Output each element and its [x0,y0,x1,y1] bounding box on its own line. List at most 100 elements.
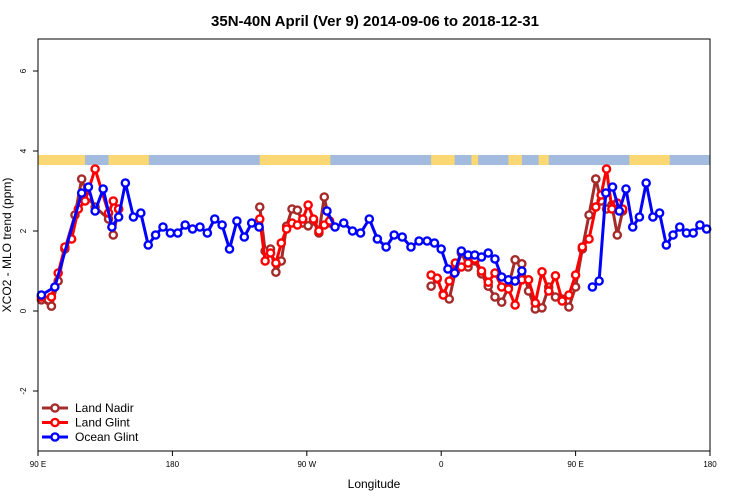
series-ocean-glint [36,178,712,300]
data-point [80,196,90,206]
y-tick-label: 2 [19,228,28,233]
data-point [443,264,453,274]
data-point [372,234,383,244]
data-point [627,222,638,232]
data-point [429,238,440,248]
legend-item: Ocean Glint [42,430,139,444]
data-point [254,222,264,232]
data-point [577,242,588,252]
land-band [508,155,522,165]
data-point [180,220,190,230]
data-point [265,248,276,258]
chart-title: 35N-40N April (Ver 9) 2014-09-06 to 2018… [211,13,539,30]
data-point [330,222,340,232]
data-point [292,220,303,230]
data-point [76,174,87,184]
data-point [83,182,94,192]
legend-item: Land Glint [42,416,130,430]
land-band [108,155,149,165]
legend-item: Land Nadir [42,401,134,415]
data-point [381,242,391,252]
data-point [158,222,168,232]
data-point [254,214,265,224]
data-point [143,240,154,250]
land-band [471,155,479,165]
data-point [614,206,625,216]
x-tick-label: 90 E [567,460,583,469]
x-tick-label: 180 [703,460,717,469]
data-point [254,202,265,212]
data-point [510,276,520,286]
data-point [564,290,574,300]
data-point [217,220,227,230]
data-point [570,270,581,280]
land-band [538,155,549,165]
data-point [438,290,449,300]
y-tick-label: 6 [19,68,28,73]
data-point [668,230,678,240]
data-point [654,208,665,218]
data-point [641,178,651,188]
data-point [584,234,594,244]
x-tick-label: 0 [439,460,444,469]
data-point [436,244,447,254]
data-point [476,252,487,262]
data-point [523,274,534,285]
data-point [397,232,408,242]
data-point [187,224,198,234]
data-point [510,254,520,265]
y-tick-label: -2 [19,387,28,395]
data-point [195,222,205,232]
data-point [490,292,500,302]
data-point [297,214,308,224]
data-point [483,277,494,288]
data-point [688,228,699,238]
plot-frame [37,38,711,452]
data-point [701,224,712,234]
data-point [50,282,60,292]
data-point [444,276,455,286]
land-band [629,155,670,165]
data-point [422,236,432,246]
data-point [281,224,292,234]
data-point [584,210,594,220]
data-point [364,214,375,224]
data-point [695,220,705,230]
land-band [259,155,331,165]
legend-label: Land Glint [75,416,130,430]
data-point [355,228,366,238]
data-point [601,188,611,198]
data-point [496,297,507,308]
data-point [120,178,131,188]
data-point [271,258,281,268]
data-point [46,301,57,312]
data-point [432,273,442,284]
data-point [490,254,500,264]
data-point [271,267,281,278]
data-point [537,302,547,313]
data-point [239,232,250,242]
data-point [594,276,604,286]
data-point [406,242,416,252]
x-tick-label: 180 [166,460,180,469]
data-point [503,284,514,294]
data-point [98,184,108,194]
x-tick-label: 90 W [297,460,316,469]
data-point [108,196,119,206]
data-point [476,266,487,276]
data-point [612,230,623,240]
data-point [90,206,100,216]
data-point [607,182,618,192]
data-point [550,270,561,281]
data-point [543,286,554,296]
x-tick-label: 90 E [30,460,46,469]
land-ocean-strip [38,155,710,165]
series-line [325,210,516,283]
data-point [165,228,176,238]
legend-swatch-marker [50,403,60,413]
data-point [590,202,601,212]
data-point [136,208,146,218]
data-point [202,228,213,238]
data-point [621,184,631,194]
